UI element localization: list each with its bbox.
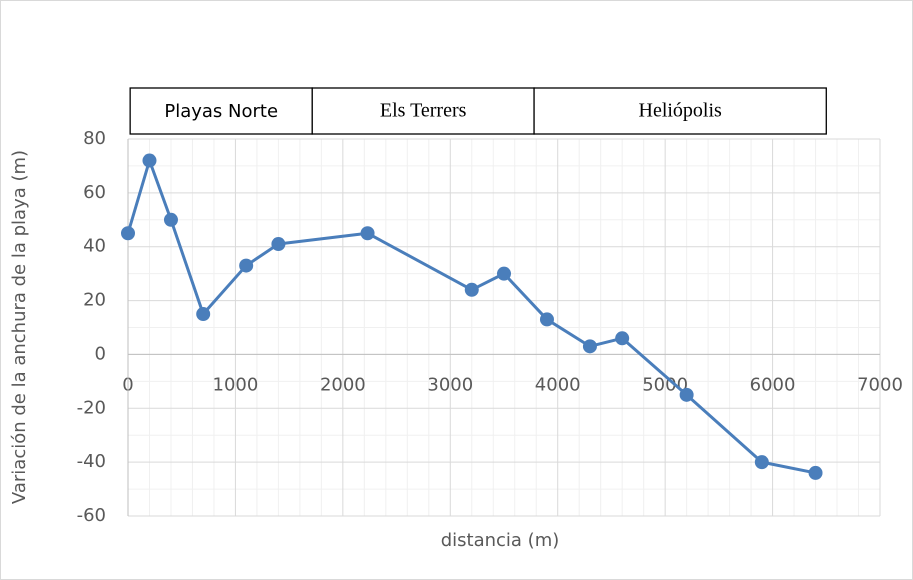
x-tick-label: 1000 (213, 374, 259, 395)
zone-label: Els Terrers (380, 100, 467, 122)
zone-box (129, 87, 313, 135)
marker (582, 339, 597, 354)
y-tick-label: 0 (95, 343, 106, 364)
zone-box (311, 87, 535, 135)
x-tick-label: 4000 (535, 374, 581, 395)
x-tick-label: 6000 (750, 374, 796, 395)
x-axis-label: distancia (m) (441, 530, 560, 551)
marker (539, 312, 554, 327)
marker (239, 258, 254, 273)
marker (142, 153, 157, 168)
x-tick-label: 3000 (427, 374, 473, 395)
y-axis-label: Variación de la anchura de la playa (m) (9, 150, 30, 504)
zone-label: Playas Norte (164, 101, 278, 122)
marker (497, 266, 511, 281)
marker (754, 455, 769, 470)
marker (121, 226, 135, 241)
zone-box (533, 87, 827, 135)
marker (615, 331, 630, 346)
y-tick-label: -60 (77, 505, 106, 526)
marker (464, 282, 479, 297)
y-tick-label: 60 (83, 182, 106, 203)
marker (808, 465, 823, 480)
marker (196, 307, 211, 322)
x-tick-label: 7000 (857, 374, 903, 395)
y-tick-label: 40 (83, 236, 106, 257)
y-tick-label: -40 (77, 451, 106, 472)
marker (163, 212, 178, 227)
marker (360, 226, 375, 241)
marker (271, 237, 286, 252)
x-tick-label: 2000 (320, 374, 366, 395)
y-tick-label: -20 (77, 397, 106, 418)
y-tick-label: 20 (83, 290, 106, 311)
marker (679, 387, 694, 402)
zone-label: Heliópolis (639, 100, 723, 122)
x-tick-label: 5000 (642, 374, 688, 395)
y-tick-label: 80 (83, 128, 106, 149)
